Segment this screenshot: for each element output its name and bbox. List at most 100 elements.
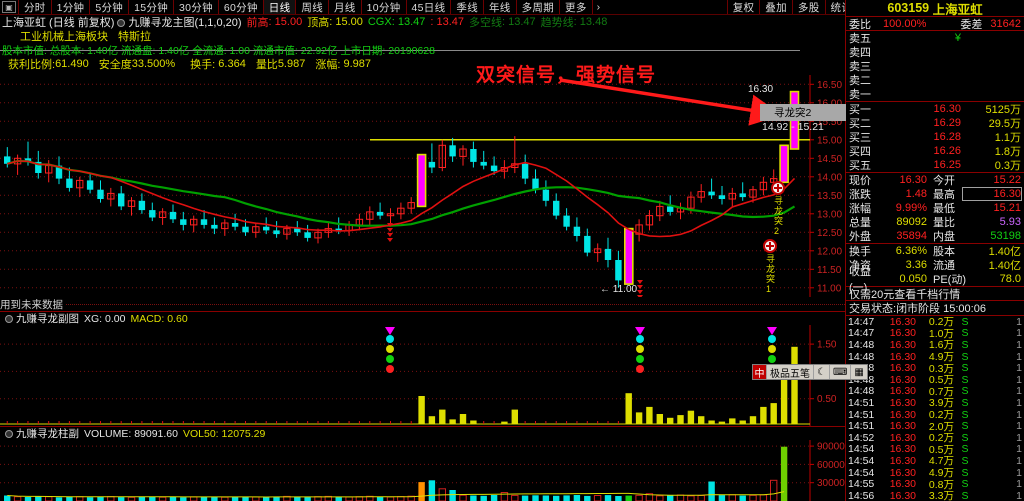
tab-period-7[interactable]: 周线 (296, 0, 329, 14)
grid-icon[interactable]: ▣ (2, 1, 16, 13)
svg-text:龙: 龙 (766, 263, 775, 274)
tick-row[interactable]: 14:51 16.30 3.9万 S 1 (846, 396, 1024, 410)
svg-text:13.50: 13.50 (817, 191, 842, 202)
ime-moon-icon[interactable]: ☾ (813, 365, 829, 379)
tick-row[interactable]: 14:47 16.30 1.0万 S 1 (846, 327, 1024, 340)
tick-volume: 0.7万 (928, 385, 954, 398)
tick-row[interactable]: 14:54 16.30 0.5万 S 1 (846, 443, 1024, 456)
main-indicator-name[interactable]: 九赚寻龙主图(1,1,0,20) (128, 17, 242, 29)
sell-order-row[interactable]: 卖二 (846, 73, 1024, 87)
subpanel2-dot-icon[interactable] (5, 430, 13, 438)
tab-period-12[interactable]: 年线 (484, 0, 517, 14)
tab-period-10[interactable]: 45日线 (407, 0, 452, 14)
tick-time: 14:54 (848, 443, 875, 456)
sector-label[interactable]: 工业机械上海板块 (20, 31, 108, 43)
sell-order-book[interactable]: 卖五 ¥ 卖四卖三 卖二卖一 (846, 31, 1024, 102)
tick-row[interactable]: 14:47 16.30 0.2万 S 1 (846, 316, 1024, 329)
tab-period-11[interactable]: 季线 (451, 0, 484, 14)
buy-order-book[interactable]: 买一 16.30 5125万 买二 16.29 29.5万 买三 16.28 1.1万 买四 16.… (846, 102, 1024, 173)
tick-price: 16.30 (889, 396, 916, 409)
tick-row[interactable]: 14:54 16.30 4.9万 S 1 (846, 467, 1024, 480)
sell-label: 卖一 (849, 89, 871, 101)
sell-order-row[interactable]: 卖三 (846, 59, 1024, 73)
tab-period-daily[interactable]: 日线 (263, 0, 297, 14)
sell-price: ¥ (954, 32, 961, 44)
subpanel2-header: 九赚寻龙柱副 VOLUME: 89091.60 VOL50: 12075.29 (0, 426, 845, 440)
volratio-label: 量比 (255, 59, 278, 71)
tab-period-2[interactable]: 5分钟 (90, 0, 130, 14)
tick-row[interactable]: 14:48 16.30 0.7万 S 1 (846, 385, 1024, 398)
svg-text:12.50: 12.50 (817, 228, 842, 239)
tab-period-1[interactable]: 1分钟 (52, 0, 91, 14)
button-diejia[interactable]: 叠加 (759, 0, 792, 14)
stat-value-1: 35894 (896, 230, 927, 242)
svg-text:15.50: 15.50 (817, 117, 842, 128)
tab-period-13[interactable]: 多周期 (517, 0, 561, 14)
buy-qty: 5125万 (985, 104, 1021, 116)
tab-period-9[interactable]: 10分钟 (362, 0, 407, 14)
tab-period-0[interactable]: 分时 (18, 0, 52, 14)
subpanel2-vol50-value: 12075.29 (221, 427, 266, 440)
quote-ad-banner[interactable]: 仅需20元查看千档行情 (846, 286, 1024, 301)
buy-order-row[interactable]: 买二 16.29 29.5万 (846, 116, 1024, 130)
stat-key-1: 涨跌 (849, 189, 871, 201)
buy-price: 16.29 (933, 117, 961, 129)
tab-period-8[interactable]: 月线 (329, 0, 362, 14)
stat-value-2: 15.21 (993, 202, 1021, 214)
tick-extra: 1 (1016, 420, 1022, 433)
indicator-dot-icon[interactable] (117, 18, 126, 27)
tick-extra: 1 (1016, 396, 1022, 409)
tick-volume: 3.3万 (928, 490, 954, 501)
label-qiangao: 前高 (246, 17, 269, 29)
subpanel2-title[interactable]: 九赚寻龙柱副 (16, 428, 79, 440)
chevron-right-icon[interactable]: › (596, 1, 601, 13)
ime-keyboard-icon[interactable]: ⌨ (828, 365, 850, 379)
tick-list[interactable]: 14:47 16.30 0.2万 S 1 14:47 16.30 1.0万 S 1 14:48 16.… (846, 316, 1024, 501)
tick-row[interactable]: 14:52 16.30 0.2万 S 1 (846, 432, 1024, 445)
buy-order-row[interactable]: 买四 16.26 1.8万 (846, 144, 1024, 158)
subpanel-volume[interactable]: 九赚寻龙柱副 VOLUME: 89091.60 VOL50: 12075.29 … (0, 426, 845, 501)
signal-tooltip: 寻龙突2 (760, 104, 846, 121)
stat-value-1: 89092 (896, 216, 927, 228)
button-duogu[interactable]: 多股 (791, 0, 825, 14)
buy-order-row[interactable]: 买一 16.30 5125万 (846, 102, 1024, 116)
header-line-title: 上海亚虹 (日线 前复权) 九赚寻龙主图(1,1,0,20) 前高: 15.00… (2, 16, 608, 29)
tab-period-4[interactable]: 30分钟 (174, 0, 219, 14)
tab-period-3[interactable]: 15分钟 (129, 0, 174, 14)
tick-volume: 0.3万 (928, 362, 954, 375)
subpanel1-title[interactable]: 九赚寻龙副图 (16, 313, 79, 325)
subpanel2-volume-value: 89091.60 (134, 427, 178, 440)
concept-label[interactable]: 特斯拉 (118, 31, 151, 43)
subpanel-xunlong[interactable]: 九赚寻龙副图 XG: 0.00 MACD: 0.60 0.501.001.50 (0, 311, 845, 426)
tick-row[interactable]: 14:48 16.30 4.9万 S 1 (846, 351, 1024, 364)
ime-name[interactable]: 极品五笔 (766, 365, 813, 380)
ime-toolbar[interactable]: 中 极品五笔 ☾ ⌨ ▦ (752, 364, 868, 380)
tick-side: S (961, 327, 969, 340)
stat-value-1: 1.48 (905, 188, 927, 200)
tick-side: S (961, 443, 969, 456)
sell-order-row[interactable]: 卖四 (846, 45, 1024, 59)
tick-side: S (961, 396, 969, 409)
buy-order-row[interactable]: 买三 16.28 1.1万 (846, 130, 1024, 144)
sell-label: 卖三 (849, 61, 871, 73)
tab-period-5[interactable]: 60分钟 (219, 0, 264, 14)
tick-extra: 1 (1016, 408, 1022, 421)
price-chart[interactable]: 11.00 11.50 12.00 12.50 13.00 13.50 14.00 14.50… (0, 75, 845, 297)
subpanel1-dot-icon[interactable] (5, 315, 13, 323)
button-fuquan[interactable]: 复权 (726, 0, 760, 14)
capital-info: 股本市值: 总股本: 1.40亿 流通盘: 1.40亿 全流通: 1.00 流通… (2, 44, 435, 57)
buy-order-row[interactable]: 买五 16.25 0.3万 (846, 158, 1024, 172)
sell-order-row[interactable]: 卖一 (846, 87, 1024, 101)
ime-logo-icon[interactable]: 中 (753, 365, 766, 380)
tick-row[interactable]: 14:54 16.30 4.7万 S 1 (846, 455, 1024, 468)
tick-row[interactable]: 14:48 16.30 1.6万 S 1 (846, 339, 1024, 352)
stat-value-1: 16.30 (899, 174, 927, 186)
tick-row[interactable]: 14:51 16.30 0.2万 S 1 (846, 408, 1024, 422)
sell-order-row[interactable]: 卖五 ¥ (846, 31, 1024, 45)
ime-panel-icon[interactable]: ▦ (850, 365, 866, 379)
tick-row[interactable]: 14:55 16.30 0.8万 S 1 (846, 478, 1024, 491)
tick-row[interactable]: 14:56 16.30 3.3万 S 1 (846, 490, 1024, 501)
tab-period-more[interactable]: 更多 (560, 0, 593, 14)
tick-row[interactable]: 14:51 16.30 2.0万 S 1 (846, 420, 1024, 433)
stat-key-2: PE(动) (933, 274, 966, 286)
